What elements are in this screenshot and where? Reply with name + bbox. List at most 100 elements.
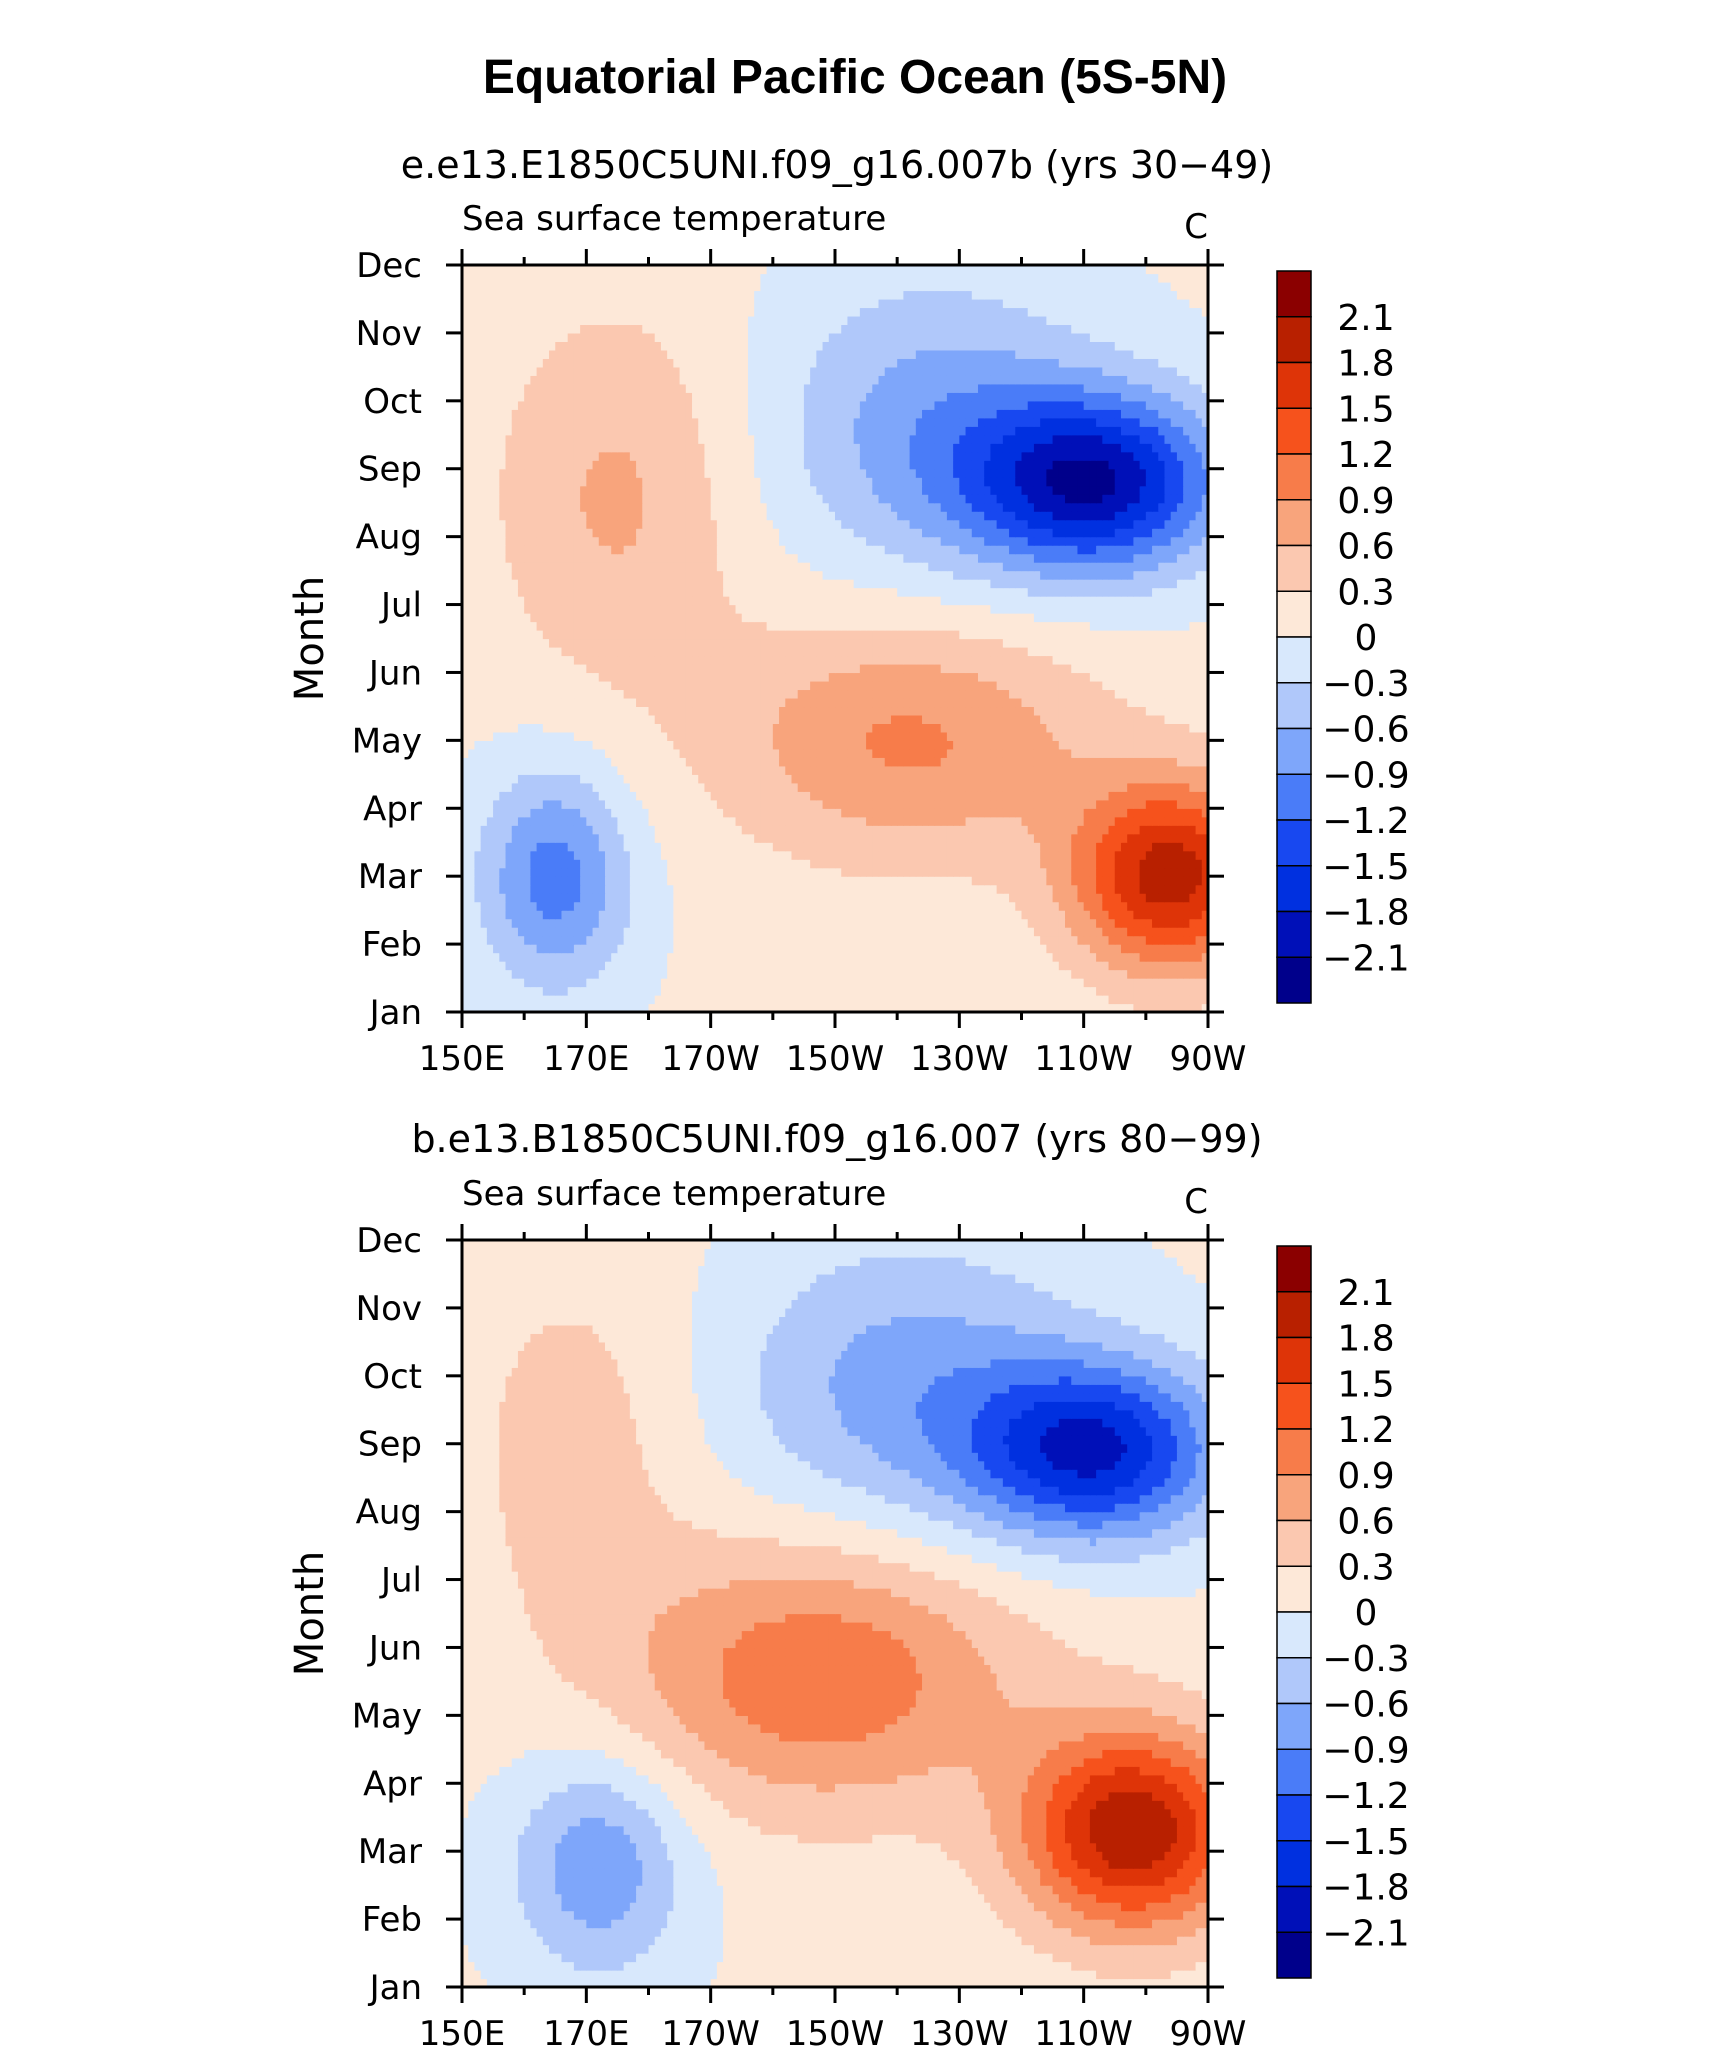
units-label: C: [1184, 207, 1208, 247]
field-cell: [561, 732, 568, 741]
field-cell: [748, 936, 755, 945]
field-cell: [512, 876, 519, 885]
field-cell: [1028, 859, 1035, 868]
field-cell: [487, 970, 494, 979]
field-cell: [810, 740, 817, 749]
field-cell: [804, 825, 811, 834]
field-cell: [847, 970, 854, 979]
field-cell: [804, 970, 811, 979]
field-cell: [692, 910, 699, 919]
field-cell: [1059, 995, 1066, 1004]
field-cell: [474, 978, 481, 987]
field-cell: [1171, 944, 1178, 953]
field-cell: [1034, 859, 1041, 868]
field-cell: [661, 978, 668, 987]
field-cell: [736, 757, 743, 766]
field-cell: [543, 732, 550, 741]
field-cell: [561, 936, 568, 945]
field-cell: [636, 987, 643, 996]
field-cell: [1164, 757, 1171, 766]
field-cell: [866, 740, 873, 749]
field-cell: [493, 902, 500, 911]
field-cell: [1133, 995, 1140, 1004]
field-cell: [599, 868, 606, 877]
field-cell: [829, 910, 836, 919]
field-cell: [729, 851, 736, 860]
field-cell: [568, 868, 575, 877]
field-cell: [468, 876, 475, 885]
field-cell: [978, 868, 985, 877]
field-cell: [512, 995, 519, 1004]
field-cell: [617, 834, 624, 843]
field-cell: [754, 910, 761, 919]
field-cell: [1146, 842, 1153, 851]
field-cell: [561, 774, 568, 783]
field-cell: [574, 961, 581, 970]
field-cell: [810, 842, 817, 851]
field-cell: [941, 842, 948, 851]
field-cell: [773, 774, 780, 783]
field-cell: [1109, 961, 1116, 970]
field-cell: [1071, 970, 1078, 979]
field-cell: [754, 876, 761, 885]
field-cell: [823, 825, 830, 834]
field-cell: [617, 749, 624, 758]
field-cell: [1028, 851, 1035, 860]
field-cell: [779, 876, 786, 885]
field-cell: [530, 961, 537, 970]
field-cell: [1109, 910, 1116, 919]
field-cell: [953, 970, 960, 979]
field-cell: [1133, 910, 1140, 919]
field-cell: [518, 791, 525, 800]
field-cell: [655, 902, 662, 911]
field-cell: [897, 961, 904, 970]
field-cell: [798, 978, 805, 987]
field-cell: [928, 910, 935, 919]
field-cell: [474, 995, 481, 1004]
field-cell: [717, 961, 724, 970]
field-cell: [897, 902, 904, 911]
field-cell: [872, 944, 879, 953]
field-cell: [1040, 757, 1047, 766]
field-cell: [1109, 893, 1116, 902]
field-cell: [617, 766, 624, 775]
field-cell: [692, 961, 699, 970]
field-cell: [518, 859, 525, 868]
field-cell: [617, 774, 624, 783]
field-cell: [972, 774, 979, 783]
field-cell: [978, 919, 985, 928]
field-cell: [1065, 783, 1072, 792]
field-cell: [673, 783, 680, 792]
field-cell: [1152, 944, 1159, 953]
field-cell: [729, 970, 736, 979]
field-cell: [1034, 876, 1041, 885]
field-cell: [599, 842, 606, 851]
field-cell: [499, 944, 506, 953]
field-cell: [555, 885, 562, 894]
field-cell: [760, 961, 767, 970]
field-cell: [1158, 740, 1165, 749]
field-cell: [1152, 961, 1159, 970]
field-cell: [543, 817, 550, 826]
field-cell: [1015, 902, 1022, 911]
field-cell: [872, 800, 879, 809]
field-cell: [1158, 961, 1165, 970]
field-cell: [661, 919, 668, 928]
field-cell: [729, 825, 736, 834]
field-cell: [543, 885, 550, 894]
field-cell: [922, 783, 929, 792]
field-cell: [736, 902, 743, 911]
field-cell: [1084, 919, 1091, 928]
field-cell: [990, 961, 997, 970]
field-cell: [773, 851, 780, 860]
field-cell: [829, 791, 836, 800]
field-cell: [748, 834, 755, 843]
field-cell: [468, 868, 475, 877]
field-cell: [549, 961, 556, 970]
field-cell: [760, 800, 767, 809]
field-cell: [586, 825, 593, 834]
field-cell: [1177, 953, 1184, 962]
field-cell: [1102, 749, 1109, 758]
field-cell: [624, 834, 631, 843]
field-cell: [574, 893, 581, 902]
